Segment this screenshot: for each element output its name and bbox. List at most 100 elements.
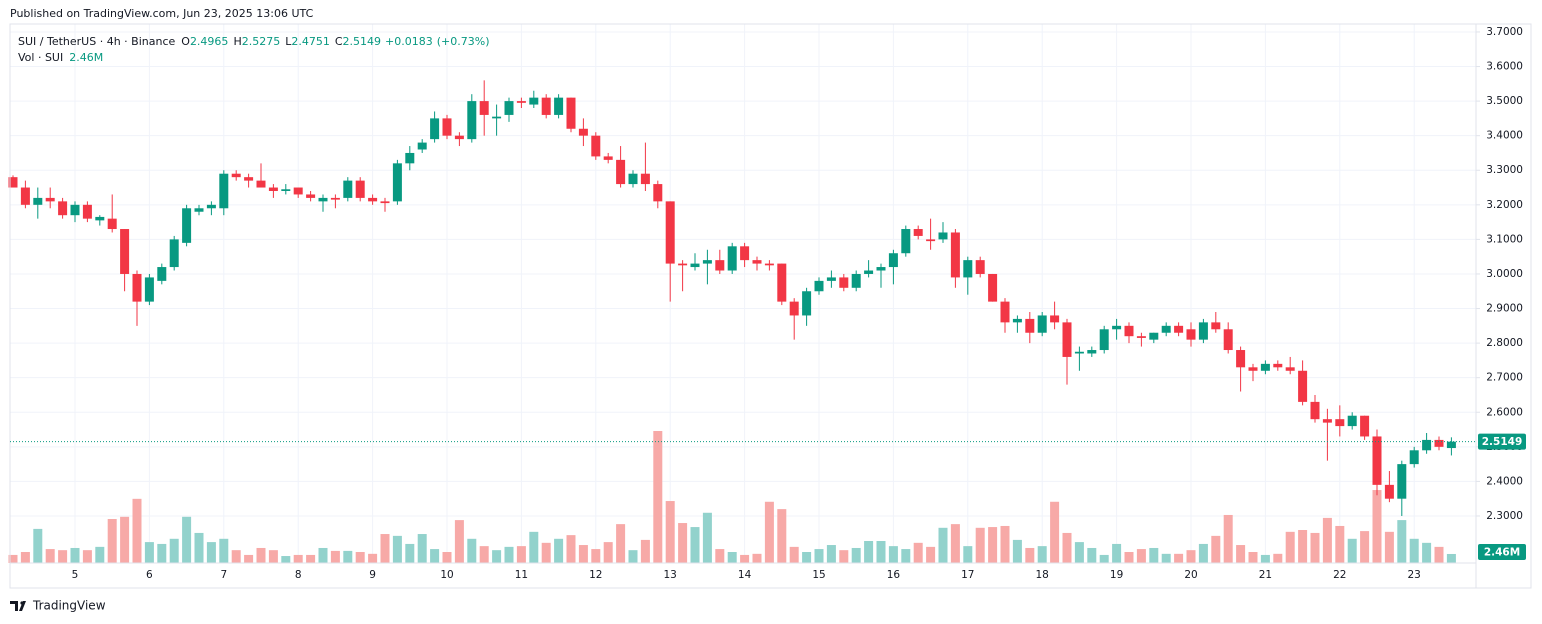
last-price-label: 2.5149 <box>1482 436 1523 448</box>
candle-body <box>876 267 886 271</box>
candle-body <box>591 135 601 157</box>
volume-bar <box>926 546 936 563</box>
y-tick-label: 3.7000 <box>1486 26 1523 38</box>
volume-bar <box>938 527 948 563</box>
x-tick-label: 23 <box>1408 569 1421 581</box>
volume-bar <box>132 498 142 563</box>
volume-bar <box>690 527 700 563</box>
candle-body <box>1446 441 1456 449</box>
candle-body <box>913 229 923 236</box>
volume-title: Vol · SUI <box>18 51 63 64</box>
candle-body <box>740 246 750 261</box>
volume-bar <box>467 538 477 563</box>
volume-bar <box>430 549 440 563</box>
volume-legend: Vol · SUI 2.46M <box>18 51 103 64</box>
x-tick-label: 15 <box>812 569 825 581</box>
volume-bar <box>1074 542 1084 563</box>
candle-body <box>120 229 130 274</box>
candle-body <box>417 142 427 150</box>
candle-body <box>330 197 340 200</box>
candle-body <box>1422 439 1432 451</box>
legend-value: 2.4965 <box>190 35 229 48</box>
volume-bar <box>1397 520 1407 563</box>
volume-bar <box>628 550 638 563</box>
y-tick-label: 2.7000 <box>1486 372 1523 384</box>
candle-body <box>219 173 229 209</box>
candle-body <box>1397 464 1407 499</box>
candle-body <box>864 270 874 274</box>
candle-body <box>802 291 812 316</box>
volume-bar <box>529 531 539 563</box>
candle-body <box>132 273 142 302</box>
axes: 2.30002.40002.50002.60002.70002.80002.90… <box>10 26 1526 581</box>
candle-body <box>1409 450 1419 465</box>
candle-body <box>206 204 216 209</box>
candle-body <box>963 260 973 278</box>
volume-bar <box>256 547 266 563</box>
volume-bar <box>814 549 824 563</box>
volume-bar <box>120 516 130 563</box>
candle-body <box>1198 322 1208 340</box>
volume-bar <box>58 550 68 563</box>
candle-body <box>45 197 55 202</box>
volume-bar <box>20 552 30 563</box>
legend-key: C <box>335 35 343 48</box>
volume-bar <box>752 553 762 563</box>
candle-body <box>529 97 539 105</box>
volume-bar <box>1136 549 1146 563</box>
candle-body <box>1434 439 1444 447</box>
marks <box>8 80 1456 563</box>
volume-bar <box>293 554 303 563</box>
candle-body <box>814 280 824 292</box>
x-tick-label: 18 <box>1036 569 1049 581</box>
candle-body <box>479 101 489 115</box>
volume-bar <box>1310 532 1320 563</box>
x-tick-label: 17 <box>961 569 974 581</box>
candle-body <box>1025 318 1035 333</box>
volume-bar <box>1087 547 1097 563</box>
volume-bar <box>566 535 576 563</box>
x-tick-label: 6 <box>146 569 153 581</box>
candle-body <box>715 260 725 271</box>
candle-body <box>988 273 998 302</box>
volume-bar <box>1409 538 1419 563</box>
brand-name: TradingView <box>32 599 106 613</box>
volume-bar <box>963 546 973 563</box>
candle-body <box>702 260 712 264</box>
y-tick-label: 2.9000 <box>1486 303 1523 315</box>
candle-body <box>603 156 613 160</box>
y-tick-label: 3.1000 <box>1486 233 1523 245</box>
volume-bar <box>1347 538 1357 563</box>
volume-bar <box>318 547 328 563</box>
volume-bar <box>715 549 725 563</box>
candle-body <box>58 201 68 216</box>
volume-bar <box>764 501 774 563</box>
candle-body <box>157 267 167 281</box>
candle-body <box>516 101 526 103</box>
volume-bar <box>1112 543 1122 563</box>
volume-bar <box>1025 547 1035 563</box>
candle-body <box>368 197 378 202</box>
candle-body <box>1124 325 1134 337</box>
candle-body <box>777 263 787 302</box>
last-volume-badge <box>1478 543 1526 560</box>
volume-bar <box>975 527 985 563</box>
candle-body <box>1347 415 1357 427</box>
last-price-badge <box>1478 433 1526 450</box>
candle-body <box>566 97 576 129</box>
volume-bar <box>876 541 886 563</box>
candle-body <box>343 180 353 198</box>
volume-bar <box>244 554 254 563</box>
y-tick-label: 2.8000 <box>1486 337 1523 349</box>
volume-bar <box>603 542 613 563</box>
volume-bar <box>355 552 365 563</box>
x-tick-label: 14 <box>738 569 752 581</box>
volume-bar <box>169 538 179 563</box>
volume-bar <box>1186 550 1196 563</box>
volume-bar <box>740 554 750 563</box>
candle-body <box>653 184 663 202</box>
candle-body <box>442 118 452 136</box>
volume-value: 2.46M <box>69 51 103 64</box>
candle-body <box>888 253 898 268</box>
y-tick-label: 3.6000 <box>1486 61 1523 73</box>
